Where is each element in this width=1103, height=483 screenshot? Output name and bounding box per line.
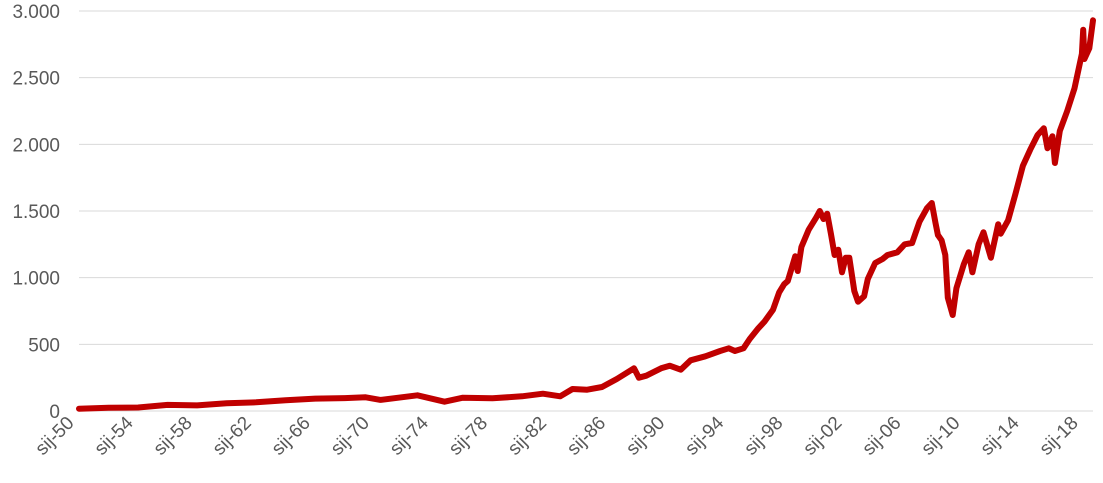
x-tick-label: sij-18 bbox=[1036, 413, 1083, 460]
series-line bbox=[76, 17, 1096, 412]
y-axis: 0 500 1.000 1.500 2.000 2.500 3.000 bbox=[12, 2, 60, 423]
y-tick-label: 2.500 bbox=[12, 69, 60, 90]
y-tick-label: 2.000 bbox=[12, 135, 60, 156]
gridlines bbox=[79, 10, 1093, 412]
x-tick-label: sij-62 bbox=[209, 413, 256, 460]
x-axis: sij-50 sij-54 sij-58 sij-62 sij-66 sij-70 sij-… bbox=[32, 412, 1083, 459]
y-tick-label: 500 bbox=[28, 335, 60, 356]
x-tick-label: sij-58 bbox=[150, 413, 197, 460]
y-tick-label: 3.000 bbox=[12, 2, 60, 23]
x-tick-label: sij-66 bbox=[268, 413, 315, 460]
x-tick-label: sij-54 bbox=[91, 412, 138, 459]
x-tick-label: sij-10 bbox=[918, 413, 965, 460]
x-tick-label: sij-70 bbox=[327, 413, 374, 460]
x-tick-label: sij-06 bbox=[859, 413, 906, 460]
x-tick-label: sij-74 bbox=[386, 412, 433, 459]
x-tick-label: sij-78 bbox=[445, 413, 492, 460]
x-tick-label: sij-94 bbox=[681, 412, 728, 459]
x-tick-label: sij-86 bbox=[563, 413, 610, 460]
x-tick-label: sij-02 bbox=[799, 413, 846, 460]
y-tick-label: 1.000 bbox=[12, 269, 60, 290]
x-tick-label: sij-90 bbox=[622, 413, 669, 460]
y-tick-label: 1.500 bbox=[12, 202, 60, 223]
x-tick-label: sij-14 bbox=[977, 412, 1024, 459]
y-tick-label: 0 bbox=[49, 402, 60, 423]
plot-area bbox=[76, 17, 1096, 412]
x-tick-label: sij-82 bbox=[504, 413, 551, 460]
x-tick-label: sij-98 bbox=[740, 413, 787, 460]
